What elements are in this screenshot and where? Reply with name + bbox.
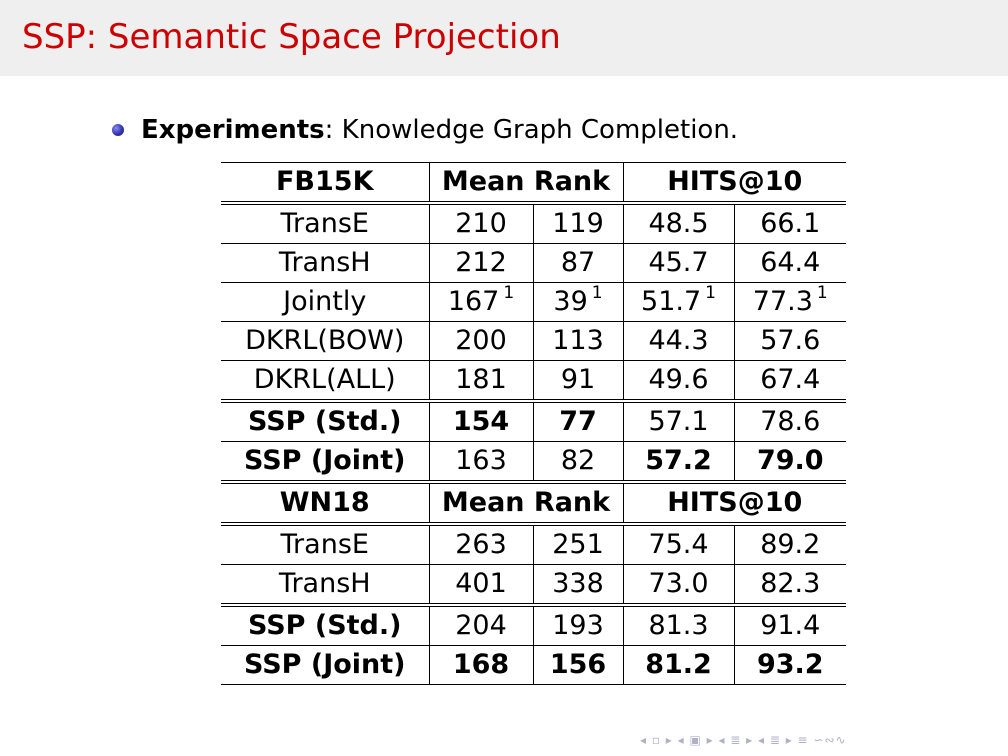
table-header-row: WN18 Mean Rank HITS@10 <box>221 480 846 524</box>
table-row: DKRL(BOW) 200 113 44.3 57.6 <box>221 321 846 361</box>
model-cell: SSP (Joint) <box>221 645 429 685</box>
hits-cell: 79.0 <box>733 441 846 482</box>
hits-cell: 57.2 <box>622 441 734 482</box>
bullet-description: : Knowledge Graph Completion. <box>324 115 739 145</box>
mean-rank-cell: 200 <box>428 321 533 361</box>
hits-cell: 89.2 <box>733 522 846 565</box>
mean-rank-cell: 263 <box>428 522 533 565</box>
mean-rank-cell: 401 <box>428 564 533 605</box>
hits-cell: 93.2 <box>733 645 846 685</box>
hits-cell: 73.0 <box>622 564 734 605</box>
hits-header: HITS@10 <box>622 162 846 203</box>
table-row: TransE 263 251 75.4 89.2 <box>221 522 846 565</box>
mean-rank-cell: 204 <box>428 603 533 646</box>
mean-rank-cell: 212 <box>428 243 533 283</box>
hits-cell: 66.1 <box>733 201 846 244</box>
slide-title: SSP: Semantic Space Projection <box>22 17 561 57</box>
table-row: SSP (Std.) 204 193 81.3 91.4 <box>221 603 846 646</box>
mean-rank-cell: 82 <box>532 441 623 482</box>
hits-cell: 78.6 <box>733 399 846 442</box>
beamer-navigation-icons[interactable]: ◂ ▫ ▸ ◂ ▣ ▸ ◂ ≣ ▸ ◂ ≣ ▸ ≡ ∽∾∿ <box>640 733 847 747</box>
dataset-header: FB15K <box>221 162 429 203</box>
model-cell: DKRL(ALL) <box>253 364 396 395</box>
mean-rank-cell: 91 <box>532 360 623 401</box>
hits-cell: 57.6 <box>733 321 846 361</box>
mean-rank-cell: 87 <box>532 243 623 283</box>
mean-rank-cell: 163 <box>428 441 533 482</box>
footnote-marker: 1 <box>816 283 828 303</box>
dataset-header: WN18 <box>221 480 429 524</box>
mean-rank-header: Mean Rank <box>428 480 623 524</box>
model-cell: SSP (Std.) <box>221 603 429 646</box>
model-cell: TransH <box>221 243 429 283</box>
title-bar: SSP: Semantic Space Projection <box>0 0 1008 76</box>
mean-rank-cell: 77 <box>532 399 623 442</box>
hits-cell: 45.7 <box>622 243 734 283</box>
mean-rank-header: Mean Rank <box>428 162 623 203</box>
hits-value: 77.3 <box>752 286 813 317</box>
model-cell: TransE <box>221 522 429 565</box>
table-row: TransH 212 87 45.7 64.4 <box>221 243 846 283</box>
model-cell: TransE <box>221 201 429 244</box>
mean-rank-cell: 338 <box>532 564 623 605</box>
table-row: SSP (Std.) 154 77 57.1 78.6 <box>221 399 846 442</box>
footnote-marker: 1 <box>503 283 515 303</box>
mean-rank-cell: 39 1 <box>532 282 623 322</box>
mean-rank-value: 167 <box>447 286 500 317</box>
bullet-icon <box>112 124 124 136</box>
bullet-text: Experiments: Knowledge Graph Completion. <box>141 115 738 145</box>
mean-rank-value: 39 <box>553 286 588 317</box>
table-row: SSP (Joint) 168 156 81.2 93.2 <box>221 645 846 685</box>
hits-cell: 49.6 <box>622 360 734 401</box>
mean-rank-cell: 113 <box>532 321 623 361</box>
model-cell: SSP (Std.) <box>221 399 429 442</box>
hits-cell: 51.7 1 <box>622 282 734 322</box>
hits-cell: 48.5 <box>622 201 734 244</box>
model-cell: DKRL(BOW) <box>221 321 429 361</box>
hits-cell: 57.1 <box>622 399 734 442</box>
mean-rank-cell: 119 <box>532 201 623 244</box>
hits-cell: 91.4 <box>733 603 846 646</box>
model-cell: SSP (Joint) <box>243 445 406 476</box>
hits-cell: 82.3 <box>733 564 846 605</box>
mean-rank-cell: 156 <box>532 645 623 685</box>
hits-cell: 64.4 <box>733 243 846 283</box>
hits-value: 51.7 <box>641 286 702 317</box>
footnote-marker: 1 <box>591 283 603 303</box>
hits-cell: 81.3 <box>622 603 734 646</box>
hits-cell: 81.2 <box>622 645 734 685</box>
hits-cell: 67.4 <box>733 360 846 401</box>
mean-rank-cell: 193 <box>532 603 623 646</box>
table-row: TransE 210 119 48.5 66.1 <box>221 201 846 244</box>
mean-rank-cell: 154 <box>428 399 533 442</box>
table-row: TransH 401 338 73.0 82.3 <box>221 564 846 605</box>
hits-cell: 75.4 <box>622 522 734 565</box>
hits-cell: 44.3 <box>622 321 734 361</box>
footnote-marker: 1 <box>705 283 716 303</box>
mean-rank-cell: 181 <box>428 360 533 401</box>
hits-cell: 77.3 1 <box>733 282 846 322</box>
model-cell: TransH <box>278 568 371 599</box>
mean-rank-cell: 168 <box>428 645 533 685</box>
bullet-label: Experiments <box>141 115 325 145</box>
mean-rank-cell: 251 <box>532 522 623 565</box>
table-row: DKRL(ALL) 181 91 49.6 67.4 <box>221 360 846 401</box>
table-header-row: FB15K Mean Rank HITS@10 <box>221 162 846 203</box>
mean-rank-cell: 167 1 <box>428 282 533 322</box>
model-cell: Jointly <box>221 282 429 322</box>
mean-rank-cell: 210 <box>428 201 533 244</box>
table-row: SSP (Joint) 163 82 57.2 79.0 <box>221 441 846 482</box>
hits-header: HITS@10 <box>622 480 846 524</box>
table-row: Jointly 167 1 39 1 51.7 1 77.3 1 <box>221 282 846 322</box>
results-table: FB15K Mean Rank HITS@10 TransE 210 119 4… <box>221 162 846 685</box>
